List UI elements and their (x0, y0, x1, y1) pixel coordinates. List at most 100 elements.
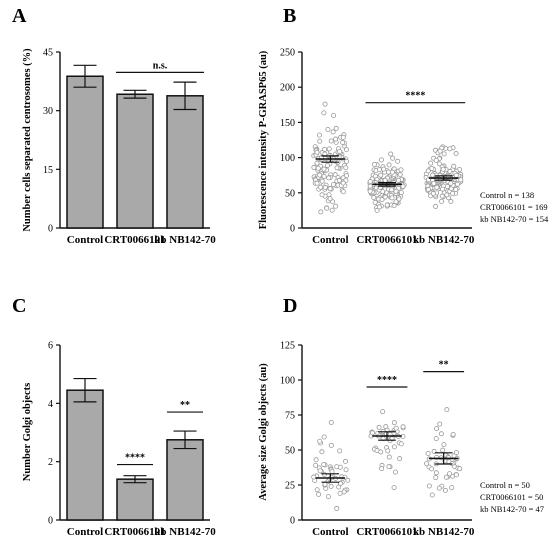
data-point (322, 481, 328, 487)
data-point (313, 462, 319, 468)
x-tick-label: kb NB142-70 (154, 526, 216, 538)
data-point (340, 180, 346, 186)
data-point (318, 184, 324, 190)
data-point (343, 467, 349, 473)
n-count-label: CRT0066101 = 169 (480, 202, 548, 212)
data-point (367, 183, 373, 189)
data-point (328, 442, 334, 448)
panel-letter: D (283, 295, 297, 317)
data-point (321, 173, 327, 179)
data-point (436, 485, 442, 491)
data-point (436, 161, 442, 167)
data-point (311, 474, 317, 480)
y-axis-label: Average size Golgi objects (au) (258, 363, 269, 501)
data-point (440, 447, 446, 453)
data-point (322, 184, 328, 190)
data-point (338, 480, 344, 486)
data-point (314, 487, 320, 493)
y-tick-label: 4 (48, 399, 53, 410)
data-point (453, 186, 459, 192)
data-point (329, 469, 335, 475)
data-point (434, 184, 440, 190)
data-point (311, 164, 317, 170)
data-point (429, 492, 435, 498)
significance-label: ** (439, 360, 449, 371)
data-point (437, 148, 443, 154)
data-point (433, 203, 439, 209)
data-point (449, 485, 455, 491)
data-point (371, 161, 377, 167)
data-point (450, 431, 456, 437)
y-tick-label: 200 (280, 83, 295, 94)
data-point (317, 172, 323, 178)
data-point (428, 160, 434, 166)
data-point (389, 187, 395, 193)
data-point (319, 192, 325, 198)
data-point (315, 165, 321, 171)
data-point (344, 158, 350, 164)
x-tick-label: Control (67, 234, 103, 246)
bar (116, 478, 154, 521)
data-point (334, 505, 340, 511)
data-point (391, 444, 397, 450)
data-point (318, 209, 324, 215)
data-point (337, 448, 343, 454)
data-point (317, 132, 323, 138)
data-point (391, 485, 397, 491)
data-point (441, 442, 447, 448)
y-tick-label: 45 (43, 48, 53, 59)
data-point (378, 172, 384, 178)
data-point (336, 177, 342, 183)
data-point (396, 196, 402, 202)
data-point (327, 186, 333, 192)
data-point (426, 483, 432, 489)
data-point (393, 425, 399, 431)
data-point (322, 101, 328, 107)
y-tick-label: 125 (280, 341, 295, 352)
data-point (376, 424, 382, 430)
data-point (393, 188, 399, 194)
data-point (379, 466, 385, 472)
data-point (429, 165, 435, 171)
data-point (343, 165, 349, 171)
data-point (325, 494, 331, 500)
data-point (440, 186, 446, 192)
significance-label: **** (377, 375, 397, 386)
data-point (430, 172, 436, 178)
data-point (340, 134, 346, 140)
bar (166, 95, 204, 229)
data-point (326, 146, 332, 152)
significance-label: **** (125, 453, 145, 464)
x-tick-label: Control (67, 526, 103, 538)
data-point (343, 147, 349, 153)
data-point (457, 466, 463, 472)
data-point (313, 457, 319, 463)
y-tick-label: 30 (43, 106, 53, 117)
data-point (370, 430, 376, 436)
data-point (337, 148, 343, 154)
panel-a: A 0 15 30 45 Number cells separated centrosom… (12, 5, 216, 246)
data-point (385, 448, 391, 454)
y-axis-label: Number Golgi objects (22, 383, 33, 481)
y-tick-label: 0 (290, 516, 295, 527)
data-point (333, 203, 339, 209)
data-point (322, 146, 328, 152)
panel-letter: B (283, 5, 296, 27)
data-point (324, 162, 330, 168)
data-point (453, 151, 459, 157)
n-count-label: Control n = 50 (480, 480, 530, 490)
data-point (328, 138, 334, 144)
data-point (329, 207, 335, 213)
x-tick-label: CRT0066101 (356, 526, 417, 538)
data-point (398, 441, 404, 447)
n-count-label: CRT0066101 = 50 (480, 492, 543, 502)
data-point (330, 129, 336, 135)
data-point (391, 203, 397, 209)
data-point (390, 155, 396, 161)
y-tick-label: 0 (290, 224, 295, 235)
data-point (442, 487, 448, 493)
data-point (325, 127, 331, 133)
data-point (389, 169, 395, 175)
panel-letter: A (12, 5, 27, 27)
data-point (331, 112, 337, 118)
